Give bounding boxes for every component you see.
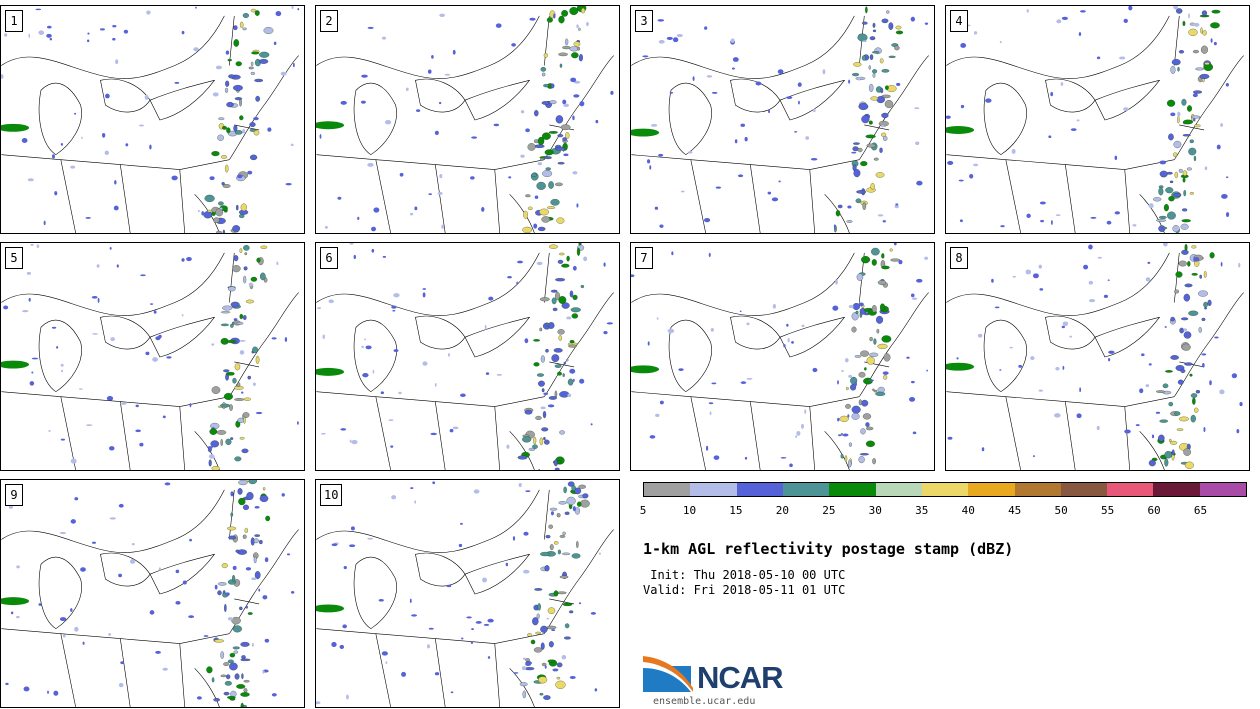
postage-stamp-panel: 4 [945,5,1250,234]
ncar-logo-icon [643,656,693,692]
member-label: 8 [950,247,968,269]
member-map [631,6,929,233]
colorbar-tick-label: 10 [682,504,697,517]
colorbar-tick-label: 50 [1054,504,1068,517]
colorbar-tick-label: 55 [1100,504,1115,517]
postage-stamp-panel: 6 [315,242,620,471]
member-label: 5 [5,247,23,269]
member-label: 4 [950,10,968,32]
logo-wordmark: NCAR [697,660,784,695]
colorbar-segment [644,483,691,496]
colorbar-tick-label: 65 [1193,504,1208,517]
member-map [1,480,299,707]
init-time: Init: Thu 2018-05-10 00 UTC [643,568,846,582]
postage-stamp-panel: 8 [945,242,1250,471]
valid-time: Valid: Fri 2018-05-11 01 UTC [643,583,846,597]
member-label: 3 [635,10,653,32]
postage-stamp-panel: 9 [0,479,305,708]
colorbar-tick-label: 35 [915,504,929,517]
colorbar-tick-label: 45 [1008,504,1022,517]
postage-stamp-panel: 5 [0,242,305,471]
member-map [946,6,1244,233]
colorbar-segment [968,483,1015,496]
colorbar-tick-label: 15 [729,504,743,517]
colorbar-segment [829,483,876,496]
reflectivity-colorbar [643,482,1247,497]
member-map [631,243,929,470]
colorbar-tick-label: 20 [775,504,789,517]
colorbar-segment [690,483,737,496]
member-label: 1 [5,10,23,32]
colorbar-segment [1199,483,1247,496]
postage-stamp-panel: 3 [630,5,935,234]
colorbar-segment [736,483,783,496]
postage-stamp-panel: 7 [630,242,935,471]
postage-stamp-panel: 1 [0,5,305,234]
member-map [946,243,1244,470]
colorbar-segment [1153,483,1200,496]
postage-stamp-panel: 10 [315,479,620,708]
colorbar-segment [782,483,830,496]
colorbar-segment [1060,483,1108,496]
colorbar-segment [921,483,969,496]
member-label: 7 [635,247,653,269]
colorbar-tick-label: 5 [639,504,647,517]
member-label: 10 [320,484,343,506]
colorbar-tick-label: 40 [961,504,975,517]
member-label: 6 [320,247,338,269]
member-map [316,481,614,707]
colorbar-segment [1014,483,1061,496]
chart-title: 1-km AGL reflectivity postage stamp (dBZ… [643,540,1014,558]
member-label: 9 [5,484,23,506]
colorbar-tick-label: 30 [868,504,882,517]
postage-stamp-panel: 2 [315,5,620,234]
member-map [1,6,300,233]
member-map [316,243,614,470]
colorbar-tick-label: 60 [1147,504,1161,517]
member-map [316,6,614,233]
colorbar-segment [1107,483,1154,496]
colorbar-tick-label: 25 [822,504,836,517]
member-map [1,243,299,470]
colorbar-segment [875,483,922,496]
member-label: 2 [320,10,338,32]
site-url: ensemble.ucar.edu [653,696,756,707]
